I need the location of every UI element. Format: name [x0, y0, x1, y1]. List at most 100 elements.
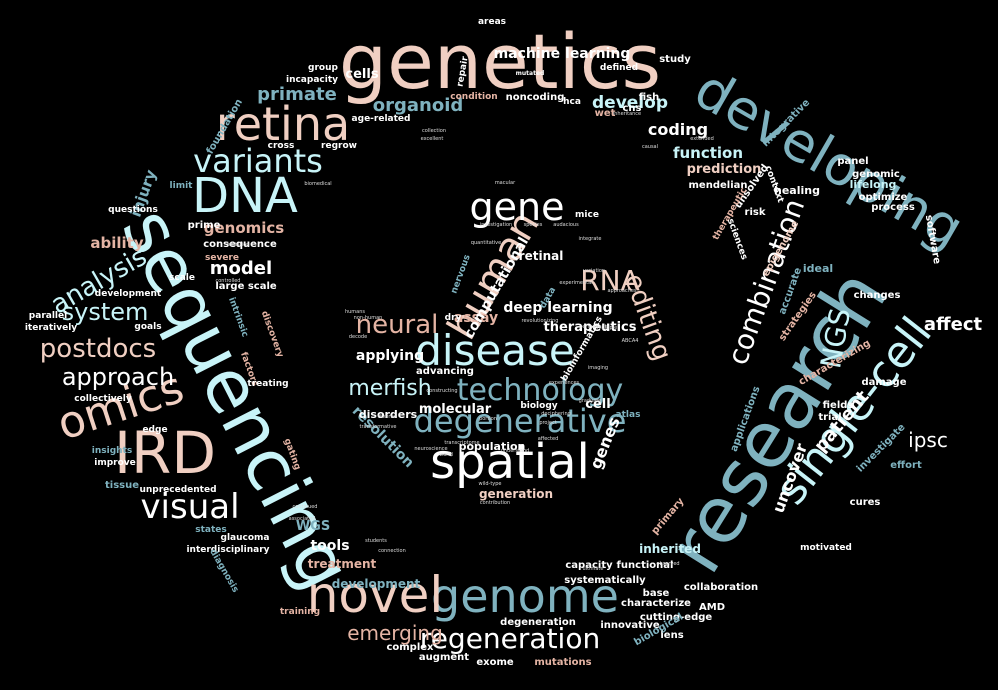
tiny-word-decode: decode	[349, 334, 367, 340]
word-innovative: innovative	[600, 620, 660, 631]
word-regrow: regrow	[321, 141, 357, 151]
word-variants: variants	[193, 142, 323, 180]
word-cell: cell	[585, 397, 610, 412]
word-limit: limit	[170, 181, 194, 191]
word-treatment: treatment	[308, 557, 377, 571]
word-visual: visual	[140, 487, 239, 527]
word-healing: healing	[774, 184, 820, 197]
word-iteratively: iteratively	[25, 323, 77, 333]
word-collaboration: collaboration	[684, 582, 758, 593]
tiny-word-transformative: transformative	[360, 424, 397, 430]
word-motivated: motivated	[800, 543, 852, 553]
word-dry: dry	[445, 313, 462, 323]
word-hca: hca	[563, 97, 581, 107]
tiny-word-excellent: excellent	[421, 136, 444, 142]
word-functional: functional	[617, 560, 674, 571]
word-system: system	[62, 298, 149, 326]
word-edge: edge	[142, 425, 167, 435]
word-treating: treating	[247, 379, 288, 389]
word-trial: trial	[818, 412, 841, 423]
word-tools: tools	[310, 538, 349, 554]
word-cns: cns	[623, 103, 642, 114]
tiny-word-abca4: ABCA4	[622, 338, 639, 344]
tiny-word-experiences: experiences	[549, 380, 580, 386]
word-disease: disease	[415, 326, 575, 375]
word-inherited: inherited	[639, 542, 701, 556]
word-incapacity: incapacity	[286, 75, 338, 85]
word-insights: insights	[92, 446, 132, 456]
tiny-word-constructing: constructing	[426, 388, 457, 394]
tiny-word-students: students	[365, 538, 387, 544]
word-augment: augment	[419, 652, 469, 663]
tiny-word-quantitative: quantitative	[471, 240, 501, 246]
word-primate: primate	[257, 84, 337, 105]
word-generation: generation	[479, 487, 553, 501]
word-degenerative: degenerative	[414, 402, 627, 440]
word-ipsc: ipsc	[908, 428, 948, 452]
word-postdocs: postdocs	[40, 334, 156, 364]
tiny-word-integrate: integrate	[579, 236, 602, 242]
word-areas: areas	[478, 17, 506, 27]
word-assay: assay	[454, 310, 498, 326]
word-merfish: merfish	[348, 376, 431, 401]
word-panel: panel	[837, 156, 868, 167]
tiny-words-layer: macular investigation audacious species inte…	[216, 111, 714, 572]
tiny-word-multiple: multiple	[597, 325, 617, 331]
word-ability: ability	[90, 234, 143, 252]
word-genome: genome	[431, 569, 619, 623]
word-wgs: WGS	[296, 519, 330, 534]
tiny-word-continued: continued	[293, 504, 318, 510]
word-states: states	[195, 525, 227, 535]
word-coding: coding	[648, 120, 708, 139]
word-changes: changes	[854, 290, 901, 301]
word-emerging: emerging	[347, 621, 443, 645]
word-develop: develop	[592, 93, 668, 113]
word-mice: mice	[575, 210, 599, 220]
word-defined: defined	[600, 63, 638, 73]
word-cross: cross	[268, 141, 295, 151]
word-tissue: tissue	[105, 480, 139, 491]
tiny-word-macular: macular	[495, 180, 516, 186]
tiny-word-causal: causal	[642, 144, 658, 150]
tiny-word-humans: humans	[345, 309, 365, 315]
word-machine-learning: machine learning	[494, 46, 631, 62]
tiny-word-observed: observed	[656, 561, 679, 567]
word-interdisciplinary: interdisciplinary	[186, 545, 269, 555]
word-consequence: consequence	[203, 239, 277, 250]
word-biology: biology	[520, 401, 557, 411]
tiny-word-ultimate: ultimate	[583, 566, 604, 572]
word-affect: affect	[924, 314, 983, 335]
word-genomics: genomics	[204, 219, 285, 237]
word-unprecedented: unprecedented	[139, 485, 216, 495]
tiny-word-investigation: investigation	[480, 222, 512, 228]
tiny-word-graduate: graduate	[579, 398, 602, 404]
word-mutated: mutated	[516, 70, 545, 77]
tiny-word-mutation: mutation	[227, 242, 250, 248]
word-glaucoma: glaucoma	[221, 533, 270, 543]
tiny-word-variation: variation	[583, 268, 605, 274]
word-atlas: atlas	[616, 410, 641, 420]
tiny-word-extended: extended	[690, 136, 714, 142]
word-damage: damage	[861, 377, 906, 388]
word-ird: IRD	[114, 419, 216, 487]
word-spatial: spatial	[430, 434, 590, 490]
word-population: population	[459, 440, 526, 453]
word-therapeutics: therapeutics	[544, 320, 637, 335]
tiny-word-deciphering: deciphering	[541, 411, 571, 417]
tiny-word-transcriptome: transcriptome	[444, 440, 479, 446]
word-fields: fields	[823, 400, 854, 411]
word-organoid: organoid	[373, 95, 464, 116]
word-risk: risk	[745, 207, 766, 218]
tiny-word-biomedical: biomedical	[304, 181, 331, 187]
word-lens: lens	[660, 630, 683, 641]
word-cutting-edge: cutting-edge	[640, 612, 713, 623]
tiny-word-understand: understand	[501, 448, 530, 454]
word-development: development	[332, 577, 421, 591]
word-exome: exome	[476, 657, 514, 668]
tiny-word-imaging: imaging	[588, 365, 608, 371]
word-fish: fish	[639, 92, 659, 103]
tiny-word-species: species	[524, 222, 543, 228]
word-deep-learning: deep learning	[503, 300, 612, 316]
word-genomic: genomic	[852, 169, 900, 180]
word-technology: technology	[457, 373, 624, 408]
